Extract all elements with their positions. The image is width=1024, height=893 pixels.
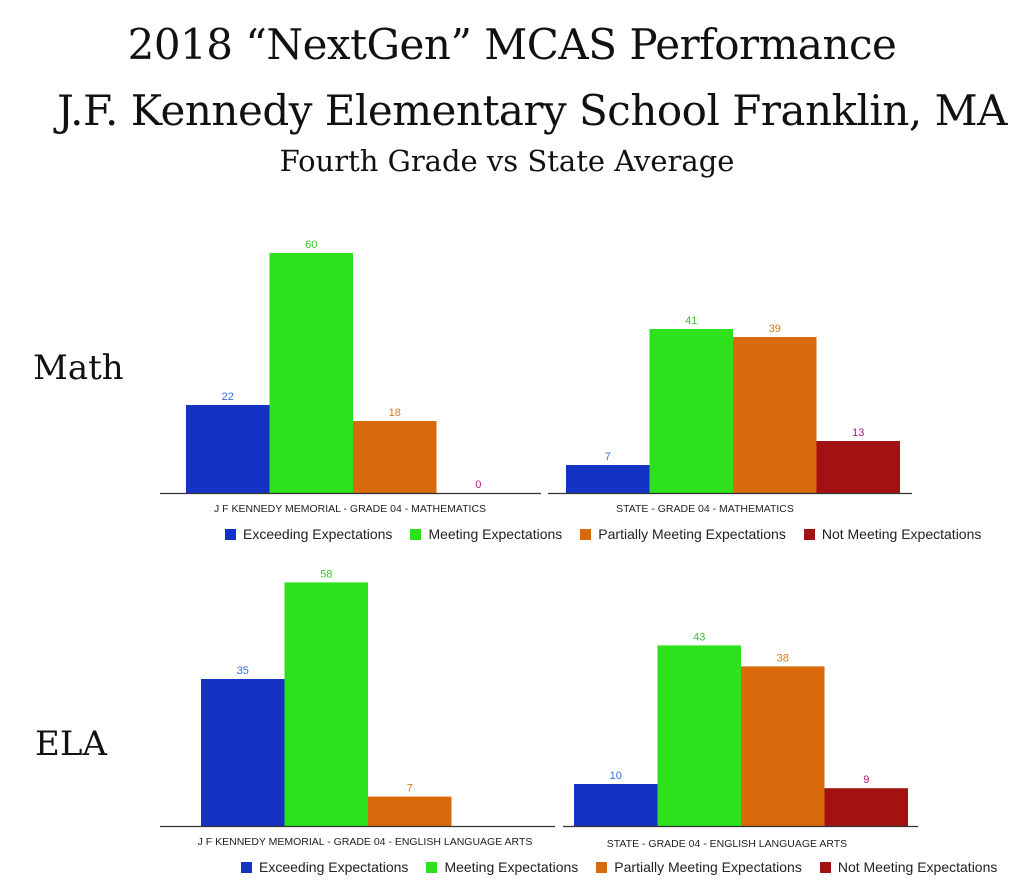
legend-label-not-meeting: Not Meeting Expectations — [837, 859, 998, 875]
bar-ela-school-exceeding — [201, 679, 285, 826]
title-line-1: 2018 “NextGen” MCAS Performance — [127, 20, 897, 69]
chart-math-school: 22 60 18 0 J F KENNEDY MEMORIAL - GRADE 04 -… — [160, 239, 541, 515]
bar-ela-state-partially — [741, 666, 825, 826]
data-label-math-state-partially: 39 — [769, 323, 781, 335]
chart-ela-school: 35 58 7 J F KENNEDY MEMORIAL - GRADE 04 - E… — [160, 568, 555, 848]
data-label-ela-state-exceeding: 10 — [610, 770, 622, 782]
legend-item-not-meeting: Not Meeting Expectations — [803, 526, 982, 542]
data-label-ela-school-exceeding: 35 — [237, 665, 249, 677]
bar-math-state-meeting — [649, 329, 733, 493]
chart-title-math-state: STATE - GRADE 04 - MATHEMATICS — [616, 503, 794, 515]
data-label-math-state-meeting: 41 — [685, 315, 697, 327]
subtitle: Fourth Grade vs State Average — [279, 144, 735, 178]
legend-swatch-meeting — [426, 861, 438, 873]
bar-ela-state-not_meeting — [824, 788, 908, 826]
legend-item-meeting: Meeting Expectations — [410, 526, 562, 542]
legend-item-partially: Partially Meeting Expectations — [580, 526, 786, 542]
row-label-math: Math — [33, 348, 124, 388]
data-label-math-state-exceeding: 7 — [605, 451, 611, 463]
legend-item-meeting: Meeting Expectations — [426, 859, 578, 875]
chart-title-math-school: J F KENNEDY MEMORIAL - GRADE 04 - MATHEM… — [214, 503, 486, 515]
legend-item-exceeding: Exceeding Expectations — [225, 526, 392, 542]
legend-math: Exceeding Expectations Meeting Expectati… — [225, 526, 981, 542]
chart-title-ela-state: STATE - GRADE 04 - ENGLISH LANGUAGE ARTS — [607, 838, 847, 850]
data-label-math-school-meeting: 60 — [305, 239, 317, 251]
legend-label-meeting: Meeting Expectations — [444, 859, 579, 875]
data-label-ela-state-not_meeting: 9 — [863, 774, 869, 786]
legend-label-partially: Partially Meeting Expectations — [598, 526, 786, 542]
chart-math-state: 7 41 39 13 STATE - GRADE 04 - MATHEMATICS — [548, 315, 912, 515]
bar-math-state-exceeding — [566, 465, 650, 493]
legend-swatch-exceeding — [225, 528, 236, 540]
legend-swatch-meeting — [410, 528, 422, 540]
data-label-ela-state-meeting: 43 — [693, 631, 705, 643]
legend-item-not-meeting: Not Meeting Expectations — [819, 859, 998, 875]
data-label-math-school-exceeding: 22 — [222, 391, 234, 403]
legend-swatch-not-meeting — [803, 528, 815, 540]
bar-ela-state-exceeding — [574, 784, 658, 826]
chart-ela-state: 10 43 38 9 STATE - GRADE 04 - ENGLISH LANGUA… — [563, 631, 918, 850]
legend-label-exceeding: Exceeding Expectations — [259, 859, 409, 875]
data-label-math-school-not_meeting: 0 — [475, 479, 481, 491]
data-label-ela-school-partially: 7 — [407, 783, 413, 795]
legend-label-exceeding: Exceeding Expectations — [243, 526, 393, 542]
title-line-2: J.F. Kennedy Elementary School Franklin,… — [57, 86, 1007, 135]
legend-label-meeting: Meeting Expectations — [428, 526, 563, 542]
legend-swatch-partially — [596, 861, 608, 873]
data-label-ela-school-meeting: 58 — [320, 568, 332, 580]
legend-label-partially: Partially Meeting Expectations — [614, 859, 802, 875]
legend-item-exceeding: Exceeding Expectations — [241, 859, 408, 875]
bar-math-state-partially — [733, 337, 817, 493]
legend-swatch-partially — [580, 528, 592, 540]
legend-label-not-meeting: Not Meeting Expectations — [821, 526, 982, 542]
bar-math-school-exceeding — [186, 405, 270, 493]
data-label-ela-state-partially: 38 — [777, 652, 789, 664]
data-label-math-school-partially: 18 — [389, 407, 401, 419]
data-label-math-state-not_meeting: 13 — [852, 427, 864, 439]
bar-ela-school-meeting — [284, 582, 368, 826]
legend-item-partially: Partially Meeting Expectations — [596, 859, 802, 875]
chart-title-ela-school: J F KENNEDY MEMORIAL - GRADE 04 - ENGLIS… — [198, 836, 533, 848]
row-label-ela: ELA — [35, 724, 107, 764]
bar-math-school-meeting — [269, 253, 353, 493]
legend-swatch-exceeding — [241, 861, 252, 873]
legend-swatch-not-meeting — [819, 861, 831, 873]
bar-ela-state-meeting — [657, 645, 741, 826]
bar-ela-school-partially — [368, 796, 452, 826]
bar-math-state-not_meeting — [816, 441, 900, 493]
bar-math-school-partially — [353, 421, 437, 493]
legend-ela: Exceeding Expectations Meeting Expectati… — [241, 859, 997, 875]
